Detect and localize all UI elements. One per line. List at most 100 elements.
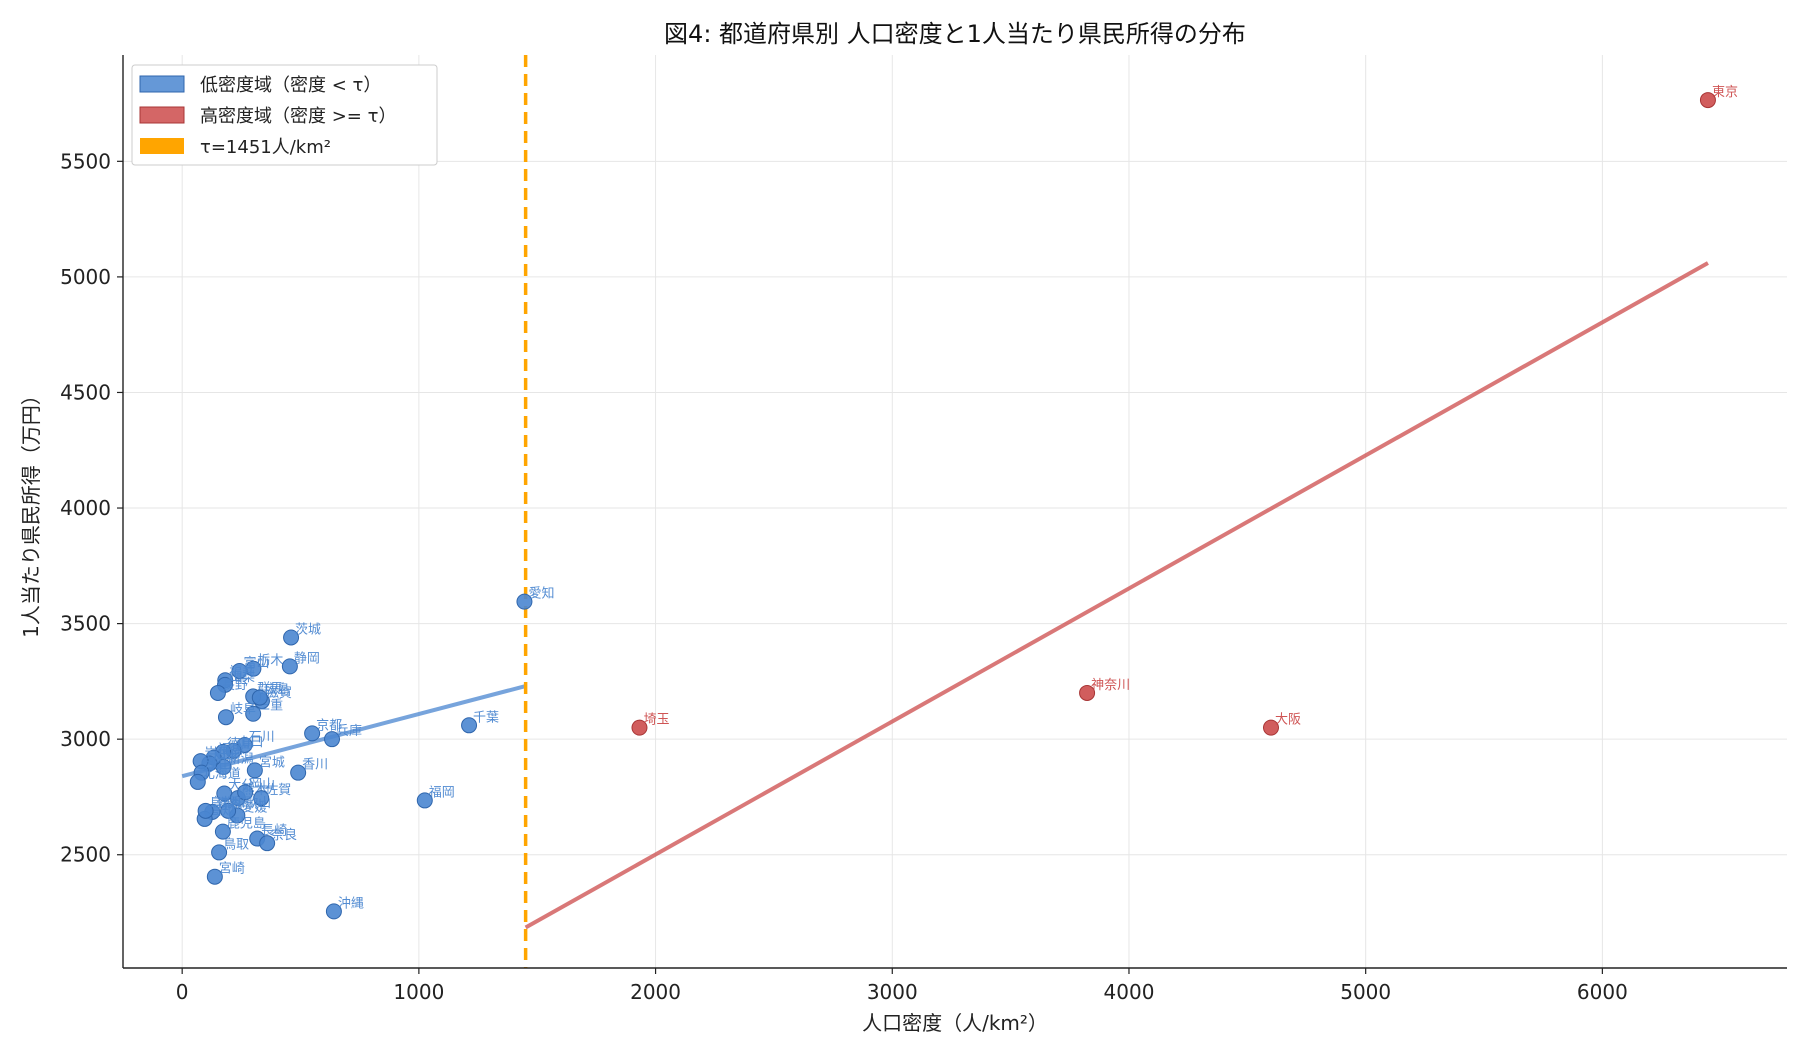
y-axis-title: 1人当たり県民所得（万円）: [19, 385, 43, 638]
x-tick-label: 6000: [1577, 980, 1628, 1004]
data-point: [283, 629, 300, 646]
y-tick-label: 3000: [60, 727, 111, 751]
x-tick-label: 4000: [1104, 980, 1155, 1004]
data-point-label: 大阪: [1275, 713, 1301, 728]
data-point-label: 茨城: [295, 622, 321, 637]
data-point: [416, 792, 433, 809]
x-axis-title: 人口密度（人/km²）: [862, 1011, 1048, 1035]
data-point-label: 北海道: [202, 767, 241, 782]
y-tick-label: 3500: [60, 612, 111, 636]
data-point-label: 広島: [264, 683, 290, 698]
fit-line-series-0: [181, 684, 527, 779]
data-point-label: 埼玉: [643, 713, 669, 728]
data-point: [290, 764, 307, 781]
data-point: [231, 662, 248, 679]
data-point-label: 石川: [249, 730, 275, 745]
data-point-label: 岡山: [249, 777, 275, 792]
data-point-label: 山口: [238, 736, 264, 751]
data-point: [304, 725, 321, 742]
axes-layer: 0 1000 2000 3000 4000 5000 6000 2500 3000 3500 400…: [60, 55, 1787, 1004]
data-point-label: 京都: [316, 718, 342, 733]
data-point: [259, 835, 276, 852]
data-point-label: 高知: [209, 803, 235, 819]
data-point: [209, 684, 226, 701]
x-tick-label: 3000: [867, 980, 918, 1004]
data-point-label: 沖縄: [338, 896, 364, 911]
data-point-label: 静岡: [294, 651, 320, 666]
data-point-label: 滋賀: [266, 686, 292, 701]
fit-line-series-1: [524, 261, 1709, 930]
data-point-label: 秋田: [206, 758, 232, 773]
data-point: [217, 709, 234, 726]
legend-label-high-density: 高密度域（密度 >= τ）: [200, 106, 396, 127]
data-point: [211, 844, 228, 861]
data-point: [281, 658, 298, 675]
data-point: [631, 719, 648, 736]
data-point-label: 佐賀: [265, 783, 291, 798]
data-point: [324, 731, 341, 748]
data-point-label: 徳島: [227, 737, 253, 752]
data-point-label: 青森: [216, 797, 242, 812]
legend-box: [131, 64, 438, 166]
legend-label-threshold: τ=1451人/km²: [200, 137, 331, 158]
data-point: [253, 790, 270, 807]
data-point-label: 愛媛: [241, 800, 267, 815]
data-point-label: 山形: [213, 748, 239, 763]
data-point-label: 鹿児島: [227, 816, 266, 832]
data-point: [251, 689, 268, 706]
legend: 低密度域（密度 < τ） 高密度域（密度 >= τ） τ=1451人/km²: [131, 64, 438, 166]
data-point: [189, 773, 206, 790]
data-point: [461, 717, 478, 734]
y-tick-label: 5000: [60, 265, 111, 289]
grid-layer: [123, 55, 1787, 968]
data-point: [237, 784, 254, 801]
y-tick-label: 4500: [60, 380, 111, 404]
data-point-label: 鳥取: [223, 837, 249, 852]
data-point-label: 神奈川: [1091, 678, 1130, 693]
fit-layer: [181, 261, 1709, 930]
data-point-label: 愛知: [528, 586, 554, 602]
data-point: [325, 903, 342, 920]
data-point-label: 福井: [229, 665, 255, 680]
data-point: [214, 823, 231, 840]
legend-swatch-threshold: [140, 138, 184, 154]
data-point-label: 富山: [243, 655, 269, 671]
data-point-label: 宮崎: [219, 861, 245, 877]
data-point-label: 香川: [302, 758, 328, 773]
legend-swatch-high-density: [139, 106, 185, 124]
chart-title: 図4: 都道府県別 人口密度と1人当たり県民所得の分布: [664, 20, 1246, 48]
data-point-label: 栃木: [257, 654, 283, 669]
data-point-label: 長崎: [261, 824, 287, 839]
data-point: [220, 802, 237, 819]
data-point: [516, 593, 533, 610]
legend-swatch-low-density: [139, 75, 185, 93]
data-point-label: 福岡: [429, 785, 455, 800]
data-point-label: 兵庫: [336, 724, 362, 739]
data-point-label: 長野: [222, 678, 248, 693]
data-point-label: 東京: [1712, 84, 1738, 100]
data-point: [197, 802, 214, 819]
data-point: [1262, 719, 1279, 736]
x-tick-label: 2000: [630, 980, 681, 1004]
data-point-label: 新潟: [228, 751, 254, 767]
y-tick-label: 2500: [60, 843, 111, 867]
data-point-label: 島根: [210, 796, 236, 811]
data-point: [206, 868, 223, 885]
data-point: [1079, 684, 1096, 701]
data-point-label: 和歌山: [232, 796, 271, 811]
data-point: [245, 705, 262, 722]
data-point-label: 奈良: [271, 827, 297, 843]
data-point-label: 宮城: [259, 754, 285, 770]
data-point: [1699, 92, 1716, 109]
data-point-label: 岐阜: [230, 701, 256, 717]
y-tick-label: 5500: [60, 149, 111, 173]
data-point-label: 千葉: [473, 710, 499, 725]
x-tick-label: 1000: [393, 980, 444, 1004]
data-point-label: 福島: [218, 743, 244, 758]
data-point: [246, 762, 263, 779]
data-point-label: 岩手: [205, 746, 231, 761]
data-point-label: 山梨: [229, 670, 255, 685]
x-tick-label: 0: [176, 980, 189, 1004]
